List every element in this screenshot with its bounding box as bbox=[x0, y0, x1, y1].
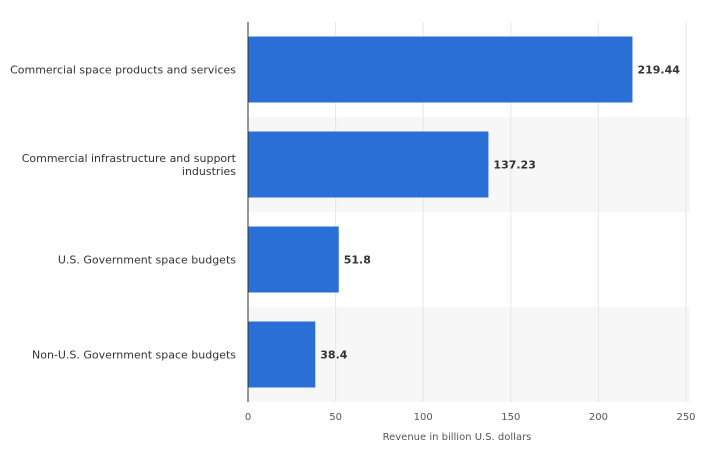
category-label-line: U.S. Government space budgets bbox=[58, 254, 236, 267]
bar[interactable] bbox=[248, 321, 316, 388]
x-tick-label: 0 bbox=[245, 412, 251, 423]
x-tick-label: 50 bbox=[329, 412, 342, 423]
x-tick-label: 150 bbox=[501, 412, 520, 423]
category-label-line: Commercial space products and services bbox=[10, 64, 236, 77]
bars bbox=[248, 36, 633, 388]
value-labels: 219.44 137.23 51.8 38.4 bbox=[320, 64, 680, 362]
x-axis-title: Revenue in billion U.S. dollars bbox=[383, 432, 532, 443]
value-label: 51.8 bbox=[344, 254, 371, 267]
category-label: Commercial infrastructure and support ind… bbox=[22, 152, 237, 178]
value-label: 137.23 bbox=[493, 159, 535, 172]
category-label-line: Commercial infrastructure and support bbox=[22, 152, 237, 165]
x-tick-label: 200 bbox=[589, 412, 608, 423]
category-label-line: industries bbox=[182, 165, 236, 178]
category-label: Non-U.S. Government space budgets bbox=[32, 349, 236, 362]
category-label: Commercial space products and services bbox=[10, 64, 236, 77]
category-label: U.S. Government space budgets bbox=[58, 254, 236, 267]
value-label: 38.4 bbox=[320, 349, 347, 362]
x-tick-label: 250 bbox=[676, 412, 695, 423]
x-tick-label: 100 bbox=[414, 412, 433, 423]
value-label: 219.44 bbox=[637, 64, 680, 77]
bar[interactable] bbox=[248, 226, 339, 293]
category-label-line: Non-U.S. Government space budgets bbox=[32, 349, 236, 362]
bar[interactable] bbox=[248, 131, 489, 198]
x-tick-labels: 0 50 100 150 200 250 bbox=[245, 412, 696, 423]
row-band bbox=[248, 307, 690, 402]
category-labels: Commercial space products and services Co… bbox=[10, 64, 237, 362]
bar[interactable] bbox=[248, 36, 633, 103]
